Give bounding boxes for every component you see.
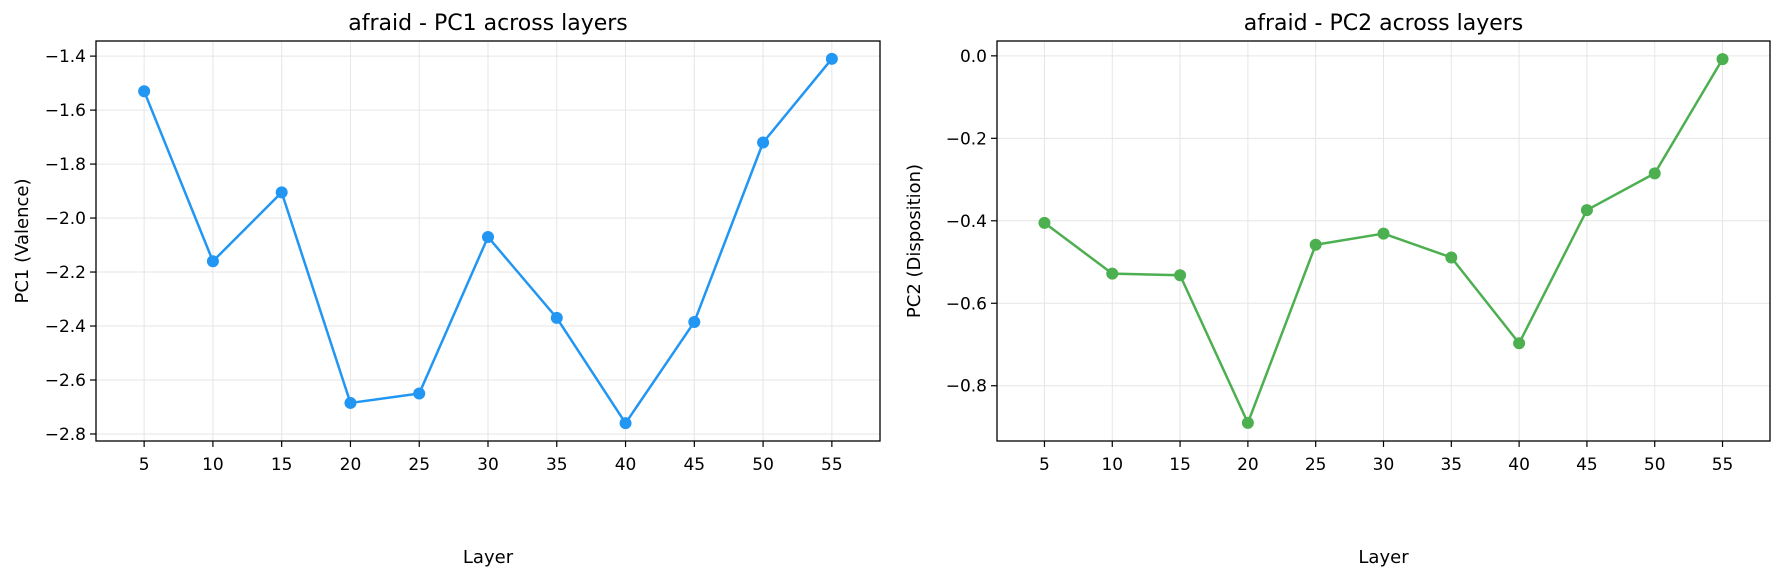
pc1-panel: 5 10 15 20 25 30 35 40 45 50 55 −2.8 −2.6 −2.4 −2.2 −2.…: [12, 11, 881, 568]
data-point: [1716, 53, 1729, 66]
data-point: [206, 255, 219, 268]
x-tick-label: 45: [683, 455, 705, 475]
data-point: [1648, 167, 1661, 180]
x-tick-label: 55: [1712, 455, 1734, 475]
x-axis-label: Layer: [1358, 547, 1409, 568]
y-tick-label: −2.0: [45, 209, 86, 229]
data-point: [1377, 227, 1390, 240]
x-tick-label: 30: [1373, 455, 1395, 475]
data-point: [1241, 416, 1254, 429]
y-tick-label: −0.4: [946, 212, 987, 232]
y-axis-label: PC2 (Disposition): [904, 164, 925, 318]
chart-title: afraid - PC1 across layers: [348, 11, 628, 36]
y-tick-label: −2.2: [45, 263, 86, 283]
x-tick-label: 10: [1101, 455, 1123, 475]
data-point: [1106, 267, 1119, 280]
x-tick-label: 5: [1039, 455, 1050, 475]
x-tick-label: 45: [1576, 455, 1598, 475]
data-point: [344, 396, 357, 409]
data-point: [619, 417, 632, 430]
x-tick-label: 15: [1169, 455, 1191, 475]
pc2-panel: 5 10 15 20 25 30 35 40 45 50 55 −0.8 −0.6 −0.4 −0.2 0.0…: [904, 11, 1771, 568]
data-point: [1513, 337, 1526, 350]
x-tick-label: 35: [546, 455, 568, 475]
y-tick-label: −2.8: [45, 425, 86, 445]
data-point: [1309, 238, 1322, 251]
x-tick-label: 5: [139, 455, 150, 475]
y-tick-label: −1.4: [45, 47, 86, 67]
data-point: [825, 52, 838, 65]
y-tick-label: −1.6: [45, 101, 86, 121]
data-point: [275, 186, 288, 199]
y-tick-label: −0.8: [946, 377, 987, 397]
y-tick-label: −2.4: [45, 317, 86, 337]
x-tick-label: 40: [615, 455, 637, 475]
x-tick-label: 50: [752, 455, 774, 475]
data-point: [757, 136, 770, 149]
x-tick-label: 40: [1508, 455, 1530, 475]
data-point: [1174, 269, 1187, 282]
x-tick-label: 15: [271, 455, 293, 475]
y-tick-label: −0.6: [946, 294, 987, 314]
data-point: [1445, 251, 1458, 264]
data-point: [688, 315, 701, 328]
y-tick-label: 0.0: [960, 47, 987, 67]
data-point: [550, 311, 563, 324]
data-point: [482, 230, 494, 243]
data-point: [138, 85, 151, 98]
x-axis-label: Layer: [463, 547, 514, 568]
x-tick-label: 20: [1237, 455, 1259, 475]
x-tick-label: 10: [202, 455, 224, 475]
data-point: [413, 387, 426, 400]
y-tick-label: −2.6: [45, 371, 86, 391]
x-tick-label: 50: [1644, 455, 1666, 475]
x-tick-label: 30: [477, 455, 499, 475]
x-tick-label: 20: [340, 455, 362, 475]
x-tick-label: 25: [408, 455, 430, 475]
chart-title: afraid - PC2 across layers: [1244, 11, 1524, 36]
x-tick-label: 35: [1440, 455, 1462, 475]
x-tick-label: 55: [821, 455, 843, 475]
y-tick-label: −0.2: [946, 129, 987, 149]
y-tick-label: −1.8: [45, 155, 86, 175]
data-point: [1038, 216, 1051, 229]
data-point: [1580, 204, 1593, 217]
x-tick-label: 25: [1305, 455, 1327, 475]
y-axis-label: PC1 (Valence): [12, 178, 33, 303]
